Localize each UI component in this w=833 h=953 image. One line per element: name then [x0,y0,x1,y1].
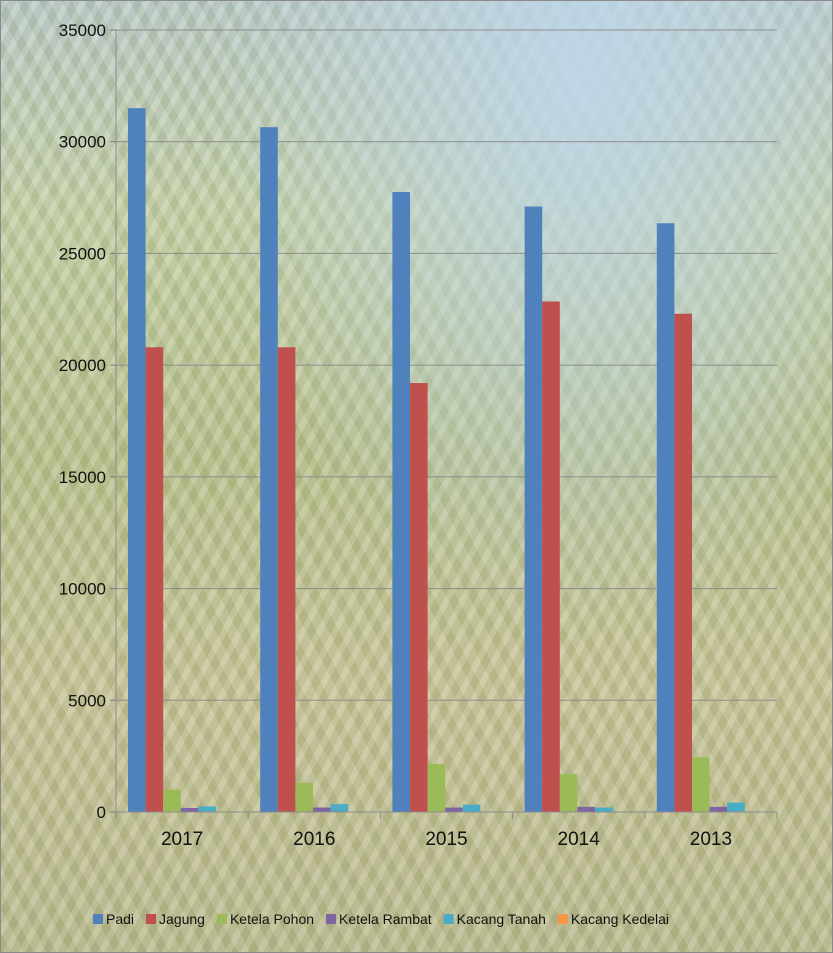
bar-ketela-rambat-2015 [445,807,463,812]
legend-label-ketela-rambat: Ketela Rambat [339,911,432,927]
bar-kacang-tanah-2017 [198,806,216,812]
bar-kacang-tanah-2016 [330,804,349,812]
x-tick-label: 2017 [161,829,203,850]
legend-swatch-kacang-tanah [443,914,454,924]
bar-padi-2016 [260,127,278,813]
bar-ketela-pohon-2016 [295,782,313,812]
legend-label-ketela-pohon: Ketela Pohon [230,911,314,927]
axes: 0 5000 10000 15000 20000 25000 30000 35000 2017 2… [59,21,778,850]
y-tick-label: 35000 [59,21,106,40]
bar-kacang-tanah-2014 [595,807,613,812]
y-tick-label: 5000 [68,691,106,710]
legend: Padi Jagung Ketela Pohon Ketela Rambat Kacan… [93,911,669,927]
legend-swatch-padi [93,914,103,924]
bar-ketela-pohon-2013 [692,757,710,812]
x-tick-label: 2013 [690,829,732,850]
bar-kacang-tanah-2015 [462,804,481,812]
legend-label-jagung: Jagung [159,911,205,927]
y-tick-label: 30000 [59,133,106,152]
y-tick-label: 10000 [59,580,106,599]
bar-ketela-rambat-2014 [577,806,595,812]
bar-jagung-2013 [674,313,692,812]
bar-kacang-tanah-2013 [727,802,745,812]
bar-ketela-rambat-2016 [313,807,331,812]
bar-jagung-2017 [145,347,164,812]
bar-padi-2014 [524,206,543,813]
gridlines [116,29,777,701]
bar-padi-2015 [392,191,410,812]
y-tick-label: 20000 [59,356,106,375]
legend-swatch-kacang-kedelai [557,914,568,924]
bar-ketela-pohon-2014 [559,774,578,812]
legend-label-kacang-kedelai: Kacang Kedelai [571,911,669,927]
bar-jagung-2014 [542,301,560,812]
x-tick-label: 2015 [425,829,467,850]
bar-ketela-pohon-2015 [427,763,446,812]
legend-label-padi: Padi [106,911,134,927]
bar-padi-2013 [656,223,675,812]
legend-swatch-ketela-pohon [216,914,227,924]
y-tick-label: 0 [97,803,106,822]
bar-jagung-2016 [277,347,296,812]
y-tick-label: 25000 [59,244,106,263]
legend-swatch-jagung [146,914,157,924]
legend-swatch-ketela-rambat [326,914,337,924]
x-tick-label: 2016 [293,829,335,850]
bar-ketela-pohon-2017 [163,789,181,812]
bars [128,108,745,813]
bar-jagung-2015 [410,383,428,812]
legend-label-kacang-tanah: Kacang Tanah [457,911,546,927]
bar-ketela-rambat-2017 [180,807,199,812]
bar-ketela-rambat-2013 [709,806,728,812]
x-tick-label: 2014 [558,829,601,850]
bar-padi-2017 [128,108,146,812]
y-tick-label: 15000 [59,468,106,487]
